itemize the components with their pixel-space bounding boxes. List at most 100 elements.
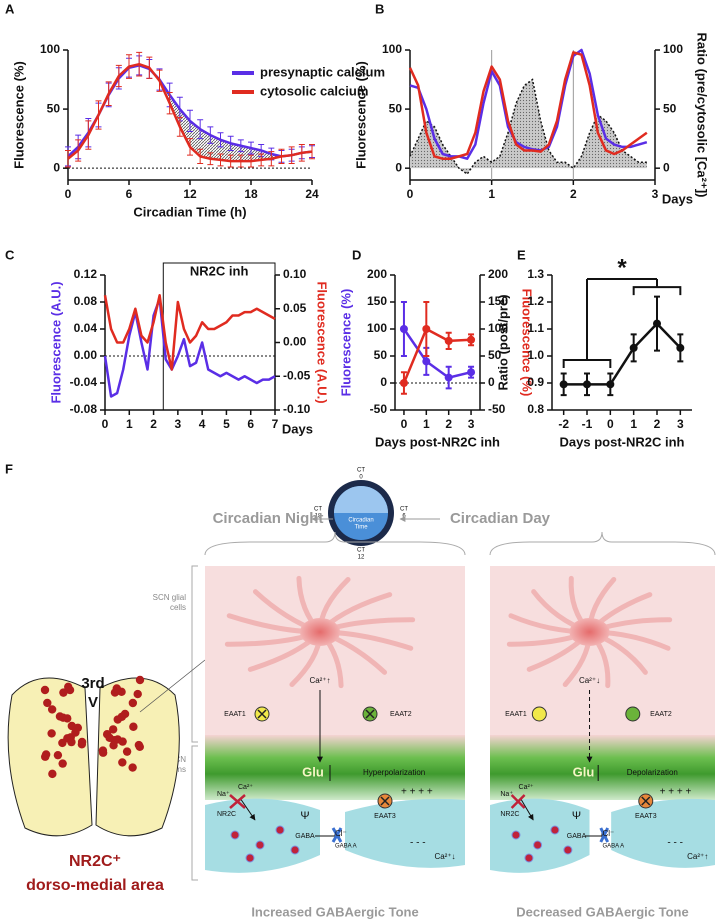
scn-panel: Ca²⁺↑ EAAT1 EAAT2 Glu Hyperpolarization Na⁺ Ca…	[205, 566, 465, 919]
diagram-label: Ca²⁺↑	[687, 852, 708, 861]
cell-dot	[118, 758, 127, 767]
point	[399, 325, 408, 333]
cell-dot	[105, 733, 114, 742]
gaba-a-receptor	[599, 827, 610, 843]
x-tick-label: 24	[305, 187, 319, 201]
y-tick-label: 0	[395, 160, 402, 174]
x-tick-label: 1	[488, 187, 495, 201]
error-bar	[65, 149, 71, 168]
y-tick-label: 1.1	[527, 321, 544, 335]
significance-bracket	[632, 279, 682, 296]
cell-dot	[135, 675, 145, 685]
cell-dot	[118, 737, 127, 746]
y2-tick-label: 50	[663, 101, 677, 115]
cell-dot	[109, 741, 118, 750]
neuron	[205, 798, 320, 873]
y2-tick-label: 150	[488, 294, 508, 308]
transporter-block	[380, 796, 390, 806]
x-tick-label: 18	[244, 187, 258, 201]
diagram-label: Ψ	[572, 810, 581, 822]
point	[422, 357, 431, 366]
brace	[204, 531, 466, 556]
diagram-label: Glu	[573, 764, 595, 779]
y-tick-label: 100	[382, 42, 402, 56]
series-line	[402, 327, 472, 384]
series-line	[563, 322, 682, 386]
cell-dot	[129, 722, 138, 731]
legend-label: cytosolic calcium	[260, 83, 368, 98]
y-tick-label: 100	[40, 42, 60, 56]
y-tick-label: 0	[380, 375, 387, 389]
nr2c-block	[510, 794, 526, 809]
y2-axis-label: Fluorescence (A.U.)	[315, 281, 330, 403]
series-line	[402, 328, 472, 379]
y2-tick-label: 100	[663, 42, 683, 56]
diagram-label: Na⁺	[500, 791, 513, 798]
ventricle-label: 3rd	[81, 675, 104, 692]
cell-dot	[133, 689, 142, 699]
point	[467, 335, 476, 344]
brain-lobe	[95, 677, 180, 837]
diagram-label: GABA	[567, 833, 587, 840]
y2-tick-label: 200	[488, 267, 508, 281]
legend-label: presynaptic calcium	[260, 64, 385, 79]
point	[653, 319, 661, 328]
ratio-area	[410, 79, 647, 175]
diagram-label: EAAT3	[374, 813, 396, 820]
diagram-label: NR2C	[500, 811, 519, 818]
x-tick-label: -1	[582, 417, 593, 431]
y-tick-label: 50	[389, 101, 403, 115]
diagram-label: NR2C	[217, 811, 236, 818]
diagram-label: Cl⁻	[603, 829, 615, 838]
series-line	[103, 297, 276, 398]
panel-label: E	[517, 247, 526, 262]
vesicle	[524, 853, 534, 863]
diagram-label: Cl⁻	[335, 829, 347, 838]
day-label: Circadian Day	[450, 510, 551, 527]
brace	[489, 531, 716, 556]
diagram-label: EAAT1	[505, 711, 527, 718]
nr2c-block	[229, 794, 246, 809]
cell-dot	[112, 684, 121, 693]
cell-dot	[108, 725, 118, 734]
cell-dot	[48, 769, 57, 779]
diagram-label: + + + +	[660, 787, 692, 798]
ventricle-label: V	[88, 694, 98, 711]
y-axis-label: Fluorescence (%)	[11, 61, 26, 169]
neuron	[490, 798, 590, 873]
glu-band	[205, 735, 465, 800]
panel-label: F	[5, 461, 13, 476]
point	[444, 373, 453, 382]
x-tick-label: 1	[630, 417, 637, 431]
clock-label: 0	[359, 475, 363, 481]
y-tick-label: 0.00	[74, 348, 98, 362]
y-tick-label: 0	[53, 160, 60, 174]
y-tick-label: 0.04	[74, 321, 98, 335]
diagram-label: Ca²⁺↑	[309, 676, 330, 685]
panel-label: A	[5, 1, 15, 16]
series-line	[409, 48, 648, 160]
y-tick-label: 100	[367, 321, 387, 335]
x-tick-label: 6	[126, 187, 133, 201]
clock-center: Circadian	[348, 518, 373, 524]
diagram-label: EAAT1	[224, 711, 246, 718]
y2-tick-label: 0	[663, 160, 670, 174]
clock-label: CT	[357, 468, 365, 474]
diagram-label: Ca²⁺↓	[434, 852, 455, 861]
diagram-label: Increased GABAergic Tone	[251, 904, 418, 919]
diagram-label: GABA	[295, 833, 315, 840]
significance-mark: *	[617, 254, 627, 281]
cell-dot	[64, 682, 73, 692]
x-tick-label: 3	[677, 417, 684, 431]
y2-tick-label: -50	[488, 402, 506, 416]
x-tick-label: 7	[272, 417, 279, 431]
cell-dot	[71, 728, 80, 737]
nr2c-arrow	[519, 797, 534, 821]
point	[444, 336, 453, 345]
cell-dot	[43, 698, 52, 708]
cell-dot	[122, 747, 132, 756]
y-axis-label: Fluorescence (%)	[338, 289, 353, 397]
cell-dot	[113, 715, 122, 724]
